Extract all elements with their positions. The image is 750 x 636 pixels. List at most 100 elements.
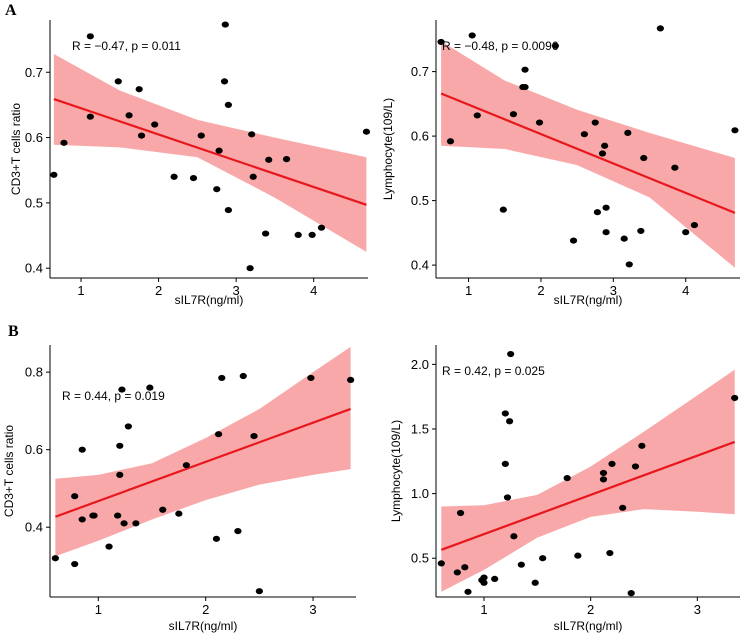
- data-point: [151, 121, 159, 128]
- data-point: [602, 204, 610, 211]
- data-point: [606, 549, 614, 557]
- data-point: [71, 493, 79, 500]
- data-point: [250, 433, 258, 440]
- data-point: [170, 173, 178, 180]
- data-point: [116, 442, 124, 449]
- data-point: [480, 574, 488, 581]
- data-point: [114, 78, 122, 85]
- y-tick-label: 1.0: [411, 486, 429, 501]
- data-point: [362, 128, 371, 135]
- y-tick-label: 2.0: [411, 357, 429, 372]
- x-tick-label: 1: [77, 283, 84, 298]
- data-point: [317, 224, 326, 231]
- data-point: [521, 83, 529, 91]
- data-point: [265, 156, 273, 163]
- data-point: [608, 460, 616, 467]
- data-point: [624, 129, 632, 136]
- data-point: [473, 112, 481, 119]
- regression-line: [54, 407, 352, 518]
- data-point: [224, 206, 232, 214]
- data-point: [506, 418, 514, 425]
- data-point: [620, 235, 628, 242]
- data-point: [468, 32, 476, 39]
- y-tick-label: 0.5: [411, 193, 429, 208]
- data-point: [347, 376, 355, 383]
- data-point: [294, 231, 302, 238]
- x-tick-label: 4: [682, 283, 689, 298]
- x-tick-label: 2: [155, 283, 162, 298]
- data-point: [120, 520, 128, 527]
- correlation-annotation: R = −0.48, p = 0.0096: [442, 39, 559, 53]
- data-point: [218, 374, 226, 382]
- data-point: [503, 494, 512, 501]
- data-point: [78, 516, 86, 523]
- y-tick-label: 0.5: [25, 195, 43, 210]
- y-axis-title: CD3+T cells ratio: [9, 103, 23, 195]
- data-point: [50, 171, 58, 178]
- data-point: [262, 230, 270, 237]
- y-tick-label: 1.5: [411, 422, 429, 437]
- data-point: [619, 504, 627, 511]
- data-point: [563, 475, 571, 482]
- y-tick-label: 0.4: [25, 520, 43, 535]
- data-point: [135, 86, 143, 93]
- confidence-band: [441, 41, 735, 268]
- data-point: [114, 512, 122, 519]
- data-point: [602, 229, 610, 236]
- data-point: [656, 25, 664, 32]
- confidence-band: [55, 346, 351, 557]
- data-point: [118, 386, 126, 393]
- data-point: [501, 460, 509, 467]
- data-point: [539, 555, 547, 562]
- y-tick-label: 0.4: [411, 258, 429, 273]
- chart-1: 1 2 3 4 0.4 0.5 0.6 0.7 sIL7R(ng/ml) CD3+T cells …: [9, 20, 371, 307]
- correlation-annotation: R = 0.42, p = 0.025: [442, 364, 545, 378]
- data-point: [221, 21, 229, 28]
- x-axis-title: sIL7R(ng/ml): [169, 619, 238, 633]
- y-axis-title: Lymphocyte(109/L): [389, 420, 403, 522]
- data-point: [182, 462, 190, 469]
- x-tick-label: 1: [480, 602, 487, 617]
- data-point: [224, 101, 232, 109]
- data-point: [599, 476, 608, 483]
- data-point: [591, 119, 599, 126]
- data-point: [531, 579, 539, 586]
- data-point: [255, 588, 263, 595]
- data-point: [308, 231, 316, 238]
- data-point: [509, 111, 518, 118]
- x-axis-title: sIL7R(ng/ml): [175, 293, 244, 307]
- data-point: [453, 569, 461, 576]
- data-point: [599, 469, 608, 477]
- data-point: [90, 512, 98, 519]
- data-point: [307, 374, 315, 382]
- y-tick-label: 0.7: [25, 65, 43, 80]
- confidence-band: [441, 369, 735, 592]
- data-point: [731, 127, 739, 134]
- x-axis-title: sIL7R(ng/ml): [554, 619, 623, 633]
- data-point: [159, 506, 167, 513]
- data-point: [456, 509, 465, 517]
- x-tick-label: 2: [537, 283, 544, 298]
- data-point: [282, 156, 291, 163]
- regression-line: [440, 92, 736, 214]
- data-point: [60, 139, 68, 146]
- data-point: [437, 38, 445, 46]
- data-point: [86, 113, 94, 120]
- x-tick-label: 1: [95, 602, 102, 617]
- data-point: [446, 138, 455, 145]
- x-tick-label: 1: [465, 283, 472, 298]
- data-point: [501, 410, 509, 417]
- data-point: [569, 237, 578, 244]
- data-point: [86, 33, 94, 40]
- chart-2: 1 2 3 4 0.4 0.5 0.6 0.7 sIL7R(ng/ml) Lymphocyte(1…: [381, 20, 740, 307]
- regression-line: [440, 440, 736, 551]
- chart-4: 1 2 3 0.5 1.0 1.5 2.0 sIL7R(ng/ml) Lymphocyte(10…: [389, 345, 740, 633]
- data-point: [601, 142, 609, 149]
- data-point: [437, 560, 445, 567]
- data-point: [248, 131, 256, 138]
- data-point: [640, 154, 648, 162]
- data-point: [627, 590, 635, 597]
- data-point: [690, 222, 699, 229]
- scatter-plots: 1 2 3 4 0.4 0.5 0.6 0.7 sIL7R(ng/ml) CD3+T cells …: [2, 20, 740, 633]
